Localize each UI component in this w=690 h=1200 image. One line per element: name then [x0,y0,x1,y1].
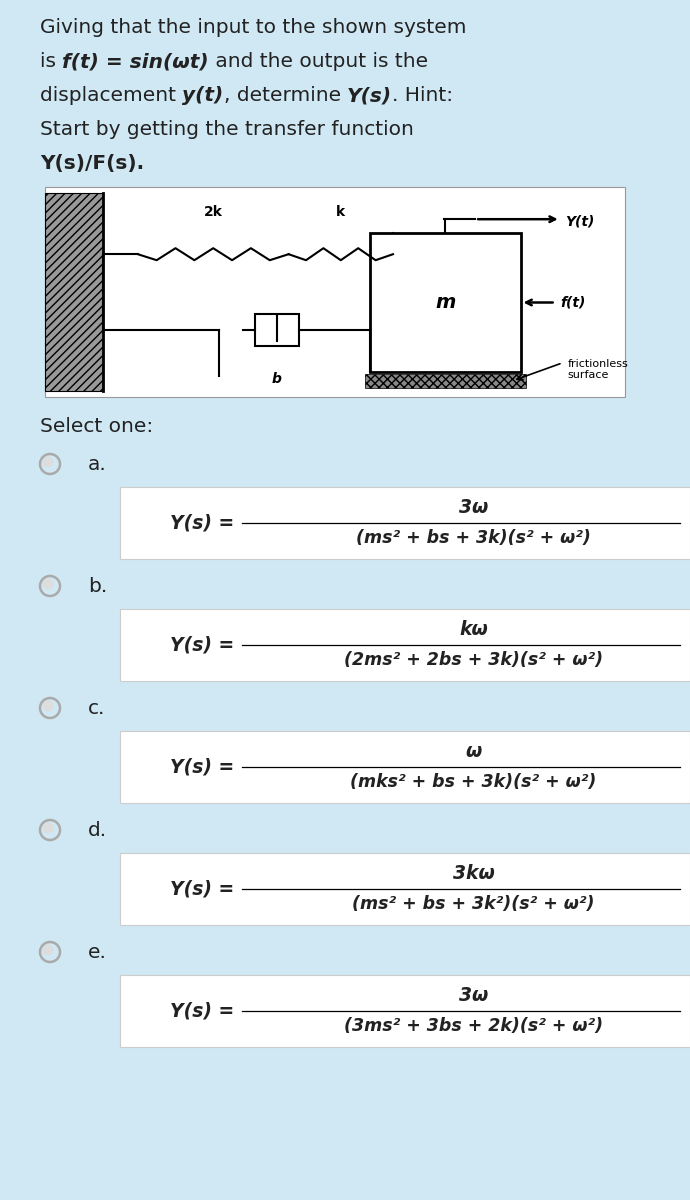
Text: and the output is the: and the output is the [209,52,428,71]
Text: f(t) = sin(ωt): f(t) = sin(ωt) [62,52,209,71]
Text: Y(s): Y(s) [347,86,392,104]
Text: Y(s) =: Y(s) = [170,514,234,533]
Circle shape [43,456,54,468]
Text: Y(s)/F(s).: Y(s)/F(s). [40,154,144,173]
Bar [120,853,690,925]
Text: frictionless
surface: frictionless surface [568,359,629,380]
Text: d.: d. [88,821,107,840]
Circle shape [43,944,54,955]
Bar [120,731,690,803]
Text: , determine: , determine [224,86,347,104]
Text: ω: ω [465,742,482,761]
Bar [120,487,690,559]
Text: (2ms² + 2bs + 3k)(s² + ω²): (2ms² + 2bs + 3k)(s² + ω²) [344,650,603,670]
Bar [255,313,299,346]
Text: b.: b. [88,577,107,596]
Text: (mks² + bs + 3k)(s² + ω²): (mks² + bs + 3k)(s² + ω²) [351,773,597,791]
Bar [45,187,625,397]
Circle shape [43,578,54,589]
Bar [370,233,520,372]
Text: (3ms² + 3bs + 2k)(s² + ω²): (3ms² + 3bs + 2k)(s² + ω²) [344,1018,603,1034]
Text: Y(s) =: Y(s) = [170,757,234,776]
Text: 2k: 2k [204,205,223,220]
Text: kω: kω [459,620,488,638]
Text: k: k [336,205,346,220]
Bar [365,373,526,388]
Text: Y(s) =: Y(s) = [170,880,234,899]
Circle shape [43,822,54,834]
Text: e.: e. [88,943,107,962]
Text: m: m [435,293,455,312]
Text: a.: a. [88,455,107,474]
Text: b: b [272,372,282,385]
Text: 3ω: 3ω [459,498,488,517]
Circle shape [43,701,54,712]
Text: is: is [40,52,62,71]
Text: . Hint:: . Hint: [392,86,453,104]
Text: Giving that the input to the shown system: Giving that the input to the shown syste… [40,18,466,37]
Bar [120,608,690,680]
Text: (ms² + bs + 3k²)(s² + ω²): (ms² + bs + 3k²)(s² + ω²) [352,895,595,913]
Text: (ms² + bs + 3k)(s² + ω²): (ms² + bs + 3k)(s² + ω²) [356,529,591,547]
Bar [120,974,690,1046]
Text: Select one:: Select one: [40,416,153,436]
Text: 3kω: 3kω [453,864,494,883]
Bar [45,193,103,391]
Text: Start by getting the transfer function: Start by getting the transfer function [40,120,414,139]
Text: c.: c. [88,698,106,718]
Text: Y(s) =: Y(s) = [170,1002,234,1020]
Text: y(t): y(t) [182,86,224,104]
Text: 3ω: 3ω [459,986,488,1006]
Text: f(t): f(t) [560,295,586,310]
Text: Y(t): Y(t) [566,214,595,228]
Text: displacement: displacement [40,86,182,104]
Text: Y(s) =: Y(s) = [170,636,234,654]
